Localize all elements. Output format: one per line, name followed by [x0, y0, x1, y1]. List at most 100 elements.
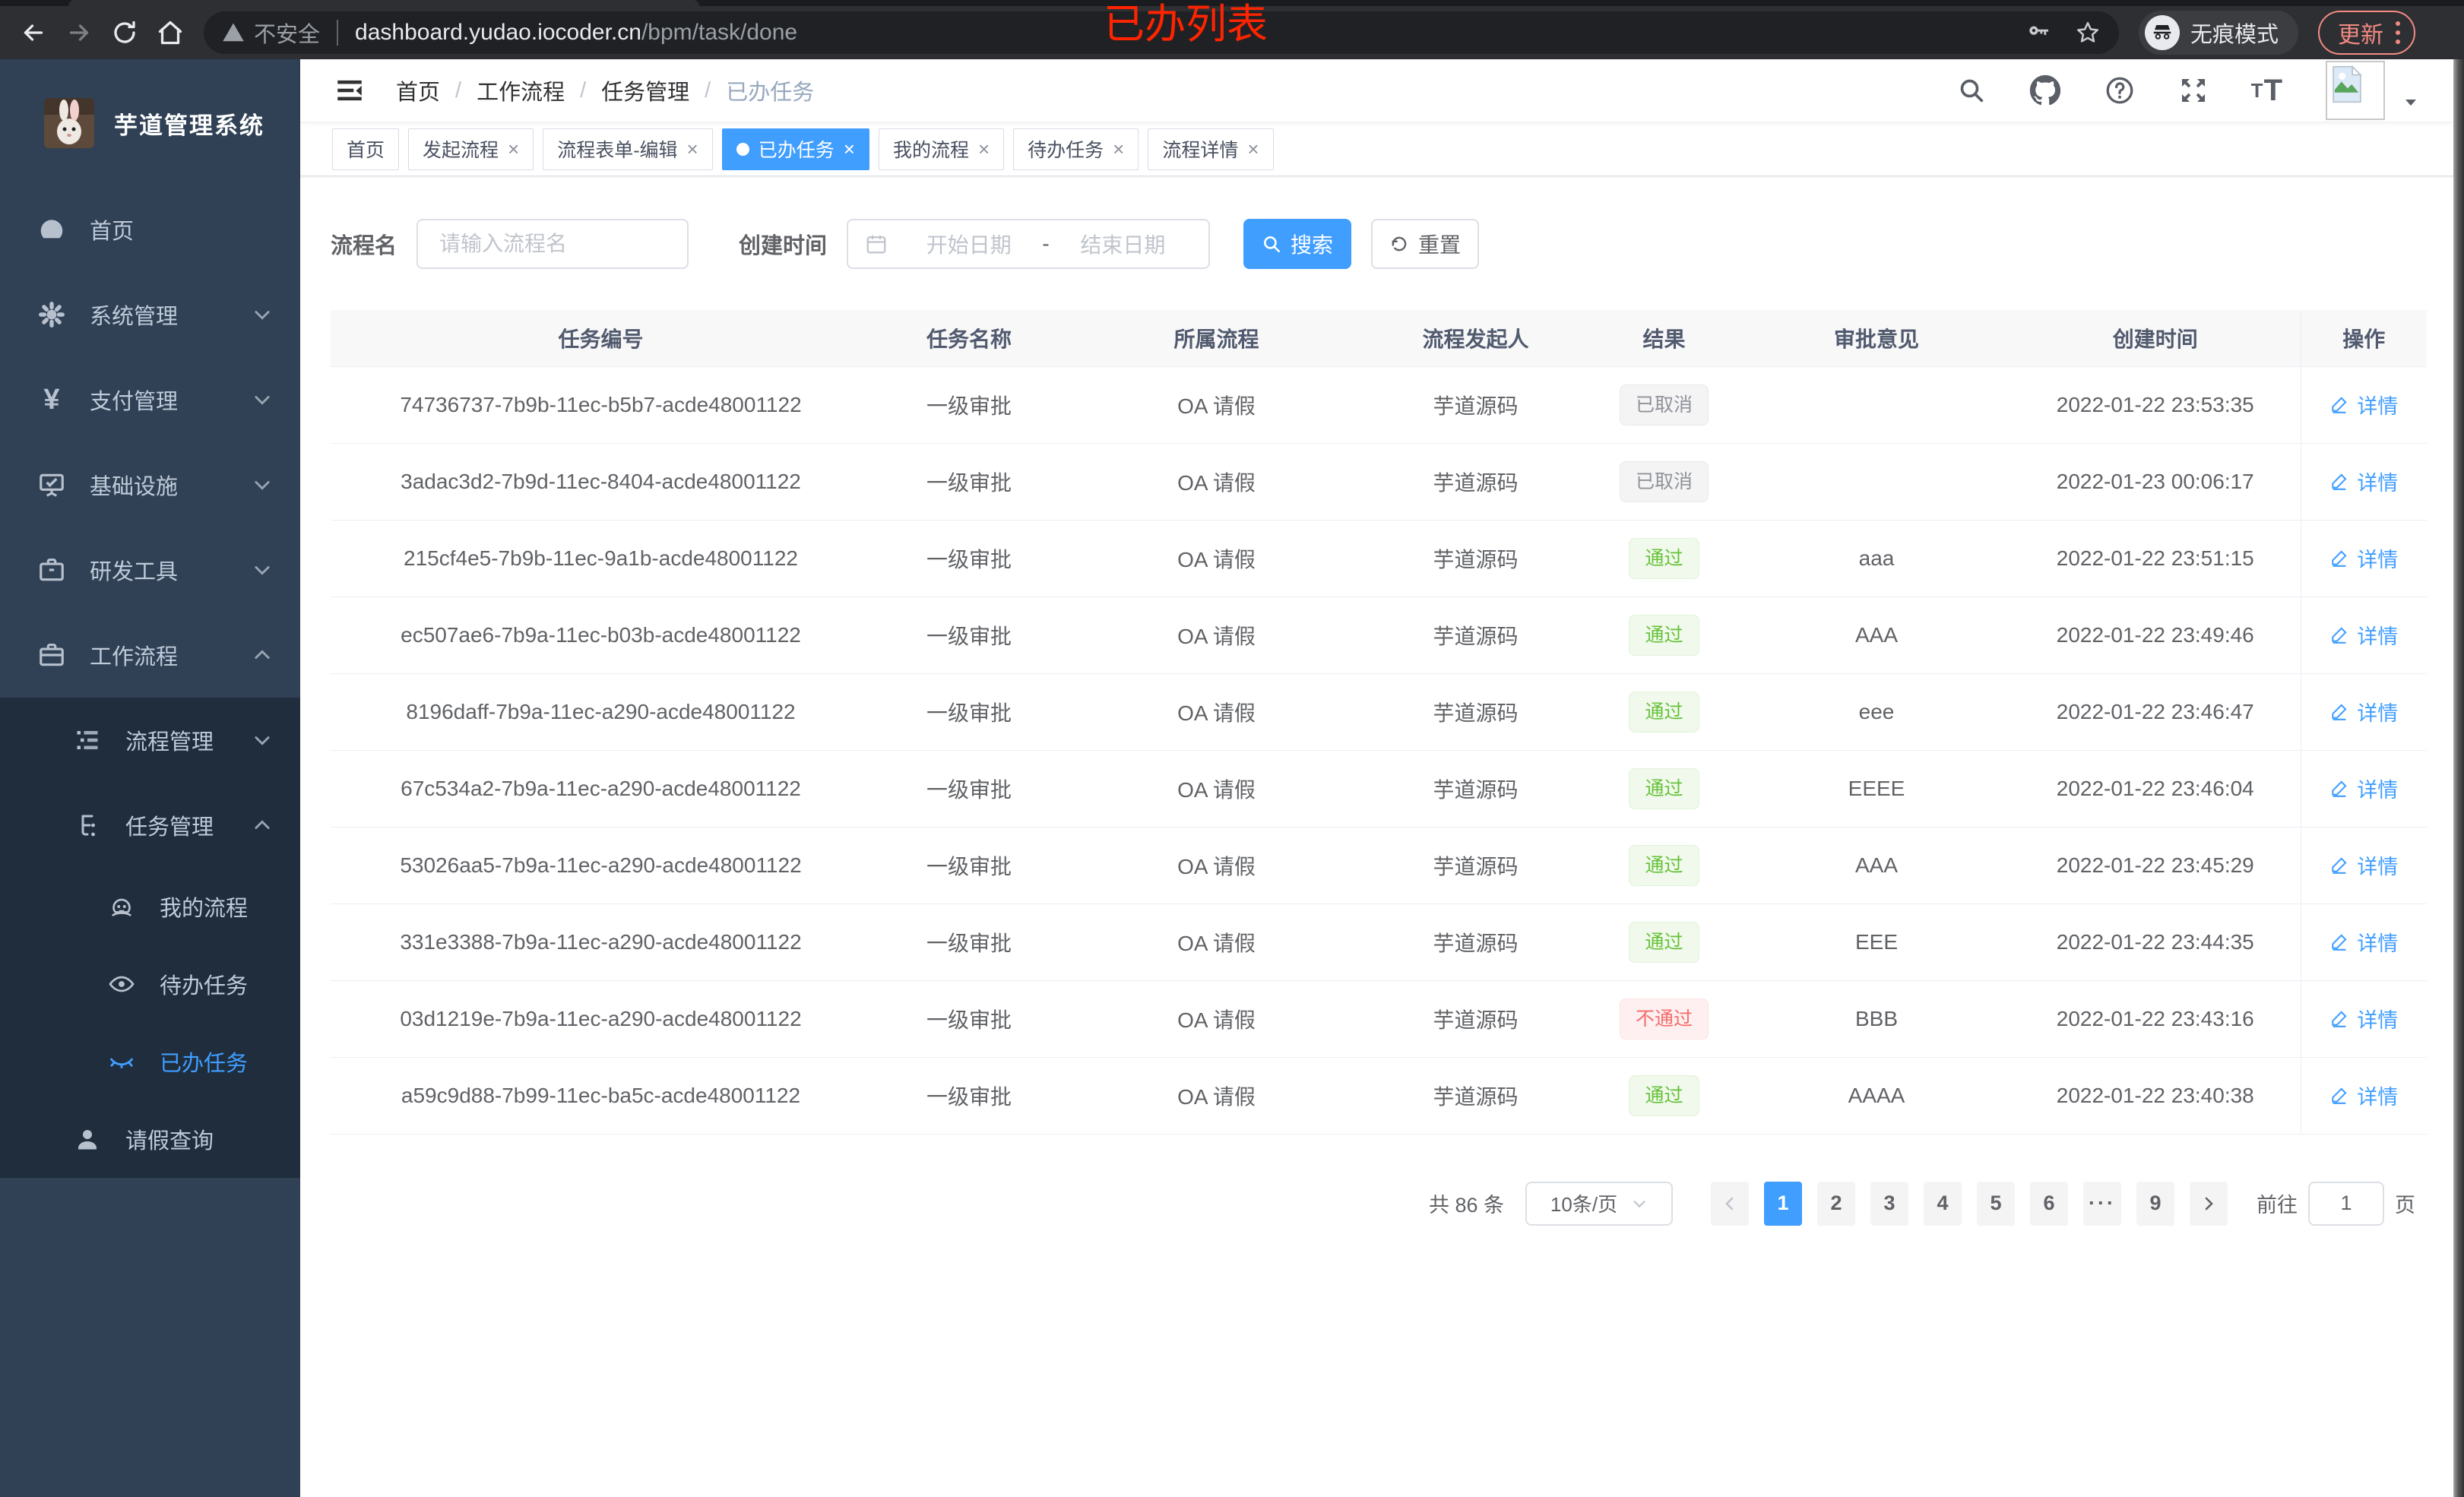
home-icon: [158, 21, 182, 45]
breadcrumb-workflow[interactable]: 工作流程: [477, 81, 565, 105]
page-button-4[interactable]: 4: [1924, 1181, 1962, 1226]
detail-link[interactable]: 详情: [2329, 543, 2398, 573]
tab-home[interactable]: 首页: [332, 128, 400, 170]
browser-active-tab: [68, 0, 699, 6]
security-status[interactable]: 不安全: [222, 17, 320, 49]
detail-link[interactable]: 详情: [2329, 774, 2398, 803]
detail-link-label: 详情: [2357, 1085, 2399, 1109]
detail-link[interactable]: 详情: [2329, 390, 2398, 419]
dashboard-icon: [36, 215, 67, 244]
detail-link[interactable]: 详情: [2329, 927, 2398, 957]
sidebar-item-system[interactable]: 系统管理: [0, 272, 300, 357]
task-process: OA 请假: [1067, 1057, 1366, 1135]
breadcrumb-task-management[interactable]: 任务管理: [601, 81, 690, 105]
close-icon[interactable]: ×: [977, 138, 990, 160]
close-icon[interactable]: ×: [1247, 138, 1259, 160]
sidebar-item-label: 基础设施: [90, 475, 179, 499]
user-avatar[interactable]: [2326, 61, 2385, 120]
sidebar-item-task-management[interactable]: 任务管理: [0, 783, 300, 868]
page-button-1[interactable]: 1: [1764, 1181, 1802, 1226]
page-content: 流程名 创建时间 开始日期 - 结束日期: [300, 176, 2453, 1497]
page-button-9[interactable]: 9: [2136, 1181, 2174, 1226]
status-badge: 通过: [1629, 1074, 1699, 1116]
sidebar-item-home[interactable]: 首页: [0, 187, 300, 272]
start-date-placeholder[interactable]: 开始日期: [926, 233, 1012, 257]
password-key-button[interactable]: [2026, 20, 2052, 46]
sidebar-item-process-management[interactable]: 流程管理: [0, 698, 300, 783]
tab-start-process[interactable]: 发起流程 ×: [408, 128, 534, 170]
sidebar-item-label: 任务管理: [125, 815, 214, 840]
task-id: 03d1219e-7b9a-11ec-a290-acde48001122: [331, 980, 871, 1058]
process-name-input[interactable]: [439, 232, 667, 256]
address-bar[interactable]: 不安全 dashboard.yudao.iocoder.cn/bpm/task/…: [204, 11, 2119, 54]
next-page-button[interactable]: [2190, 1181, 2228, 1226]
tab-todo-tasks[interactable]: 待办任务 ×: [1013, 128, 1139, 170]
browser-reload-button[interactable]: [102, 10, 147, 55]
github-button[interactable]: [2029, 74, 2061, 106]
detail-link[interactable]: 详情: [2329, 850, 2398, 880]
detail-link[interactable]: 详情: [2329, 1081, 2398, 1110]
close-icon[interactable]: ×: [1113, 138, 1125, 160]
tab-process-form-edit[interactable]: 流程表单-编辑 ×: [543, 128, 713, 170]
end-date-placeholder[interactable]: 结束日期: [1080, 233, 1166, 257]
close-icon[interactable]: ×: [843, 138, 855, 160]
app-title: 芋道管理系统: [114, 112, 264, 139]
robot-icon: [106, 893, 137, 920]
tab-my-process[interactable]: 我的流程 ×: [878, 128, 1005, 170]
close-icon[interactable]: ×: [508, 138, 520, 160]
sidebar-item-my-process[interactable]: 我的流程: [0, 868, 300, 945]
incognito-badge[interactable]: 无痕模式: [2139, 11, 2299, 55]
create-time-range-picker[interactable]: 开始日期 - 结束日期: [847, 219, 1211, 269]
close-icon[interactable]: ×: [686, 138, 698, 160]
browser-update-button[interactable]: 更新: [2318, 11, 2416, 55]
browser-back-button[interactable]: [11, 10, 56, 55]
page-button-3[interactable]: 3: [1870, 1181, 1908, 1226]
sidebar-item-payment[interactable]: ¥ 支付管理: [0, 357, 300, 442]
page-button-2[interactable]: 2: [1817, 1181, 1855, 1226]
task-process: OA 请假: [1067, 750, 1366, 828]
goto-page-input[interactable]: [2313, 1192, 2380, 1215]
detail-link[interactable]: 详情: [2329, 620, 2398, 650]
task-id: 8196daff-7b9a-11ec-a290-acde48001122: [331, 673, 871, 751]
task-comment: AAA: [1743, 597, 2010, 674]
browser-home-button[interactable]: [147, 10, 193, 55]
sidebar-item-done-tasks[interactable]: 已办任务: [0, 1023, 300, 1100]
search-button[interactable]: 搜索: [1243, 219, 1352, 269]
url-text: dashboard.yudao.iocoder.cn/bpm/task/done: [355, 20, 797, 46]
detail-link[interactable]: 详情: [2329, 467, 2398, 496]
header-search-button[interactable]: [1956, 75, 1987, 106]
sidebar-item-leave-query[interactable]: 请假查询: [0, 1100, 300, 1178]
page-button-6[interactable]: 6: [2030, 1181, 2068, 1226]
sidebar-item-devtools[interactable]: 研发工具: [0, 527, 300, 612]
breadcrumb-separator: /: [455, 78, 462, 103]
bookmark-star-button[interactable]: [2075, 20, 2101, 46]
detail-link[interactable]: 详情: [2329, 1004, 2398, 1033]
tab-process-detail[interactable]: 流程详情 ×: [1148, 128, 1274, 170]
filter-form: 流程名 创建时间 开始日期 - 结束日期: [331, 219, 2415, 269]
avatar-caret-icon[interactable]: [2402, 93, 2420, 111]
breadcrumb-home[interactable]: 首页: [396, 81, 441, 105]
detail-link[interactable]: 详情: [2329, 697, 2398, 726]
help-button[interactable]: [2104, 74, 2136, 106]
annotation-text: 已办列表: [1104, 2, 1268, 47]
fullscreen-button[interactable]: [2178, 75, 2209, 106]
page-button-5[interactable]: 5: [1977, 1181, 2015, 1226]
prev-page-button[interactable]: [1711, 1181, 1749, 1226]
sidebar-item-infrastructure[interactable]: 基础设施: [0, 442, 300, 527]
status-badge: 通过: [1629, 844, 1699, 886]
edit-pencil-icon: [2332, 704, 2347, 721]
sidebar-item-workflow[interactable]: 工作流程: [0, 612, 300, 698]
url-host: dashboard.yudao.iocoder.cn: [355, 20, 641, 45]
reset-button[interactable]: 重置: [1371, 219, 1480, 269]
browser-forward-button[interactable]: [56, 10, 102, 55]
detail-link-label: 详情: [2357, 625, 2399, 648]
status-badge: 不通过: [1619, 998, 1709, 1040]
page-size-select[interactable]: 10条/页: [1525, 1181, 1673, 1226]
browser-menu-icon[interactable]: [2396, 21, 2401, 44]
sidebar-collapse-button[interactable]: [334, 74, 366, 106]
status-badge: 通过: [1629, 921, 1699, 963]
sidebar-item-todo-tasks[interactable]: 待办任务: [0, 945, 300, 1023]
tab-done-tasks[interactable]: 已办任务 ×: [721, 128, 869, 170]
more-pages-button[interactable]: ···: [2083, 1181, 2121, 1226]
